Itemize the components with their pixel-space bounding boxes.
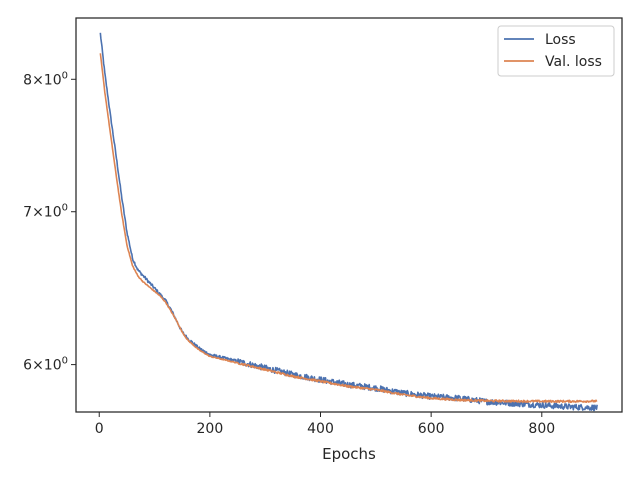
x-tick-label: 200 — [197, 421, 224, 437]
legend: Loss Val. loss — [497, 25, 615, 77]
legend-label: Val. loss — [545, 54, 602, 70]
y-tick-label: 6×100 — [23, 356, 68, 374]
x-tick-label: 600 — [418, 421, 445, 437]
y-tick-label: 8×100 — [23, 70, 68, 88]
x-tick-label: 0 — [95, 421, 104, 437]
y-tick-label: 7×100 — [23, 203, 68, 221]
series-lines — [99, 32, 598, 412]
x-tick-label: 400 — [307, 421, 334, 437]
series-line-0 — [99, 32, 598, 412]
series-line-1 — [99, 53, 598, 404]
x-tick-label: 800 — [528, 421, 555, 437]
x-axis-label: Epochs — [322, 445, 376, 463]
legend-label: Loss — [545, 32, 576, 48]
plot-frame — [75, 17, 623, 413]
axes: 0 200 400 600 800 6×100 7×100 8×100 — [23, 17, 623, 437]
